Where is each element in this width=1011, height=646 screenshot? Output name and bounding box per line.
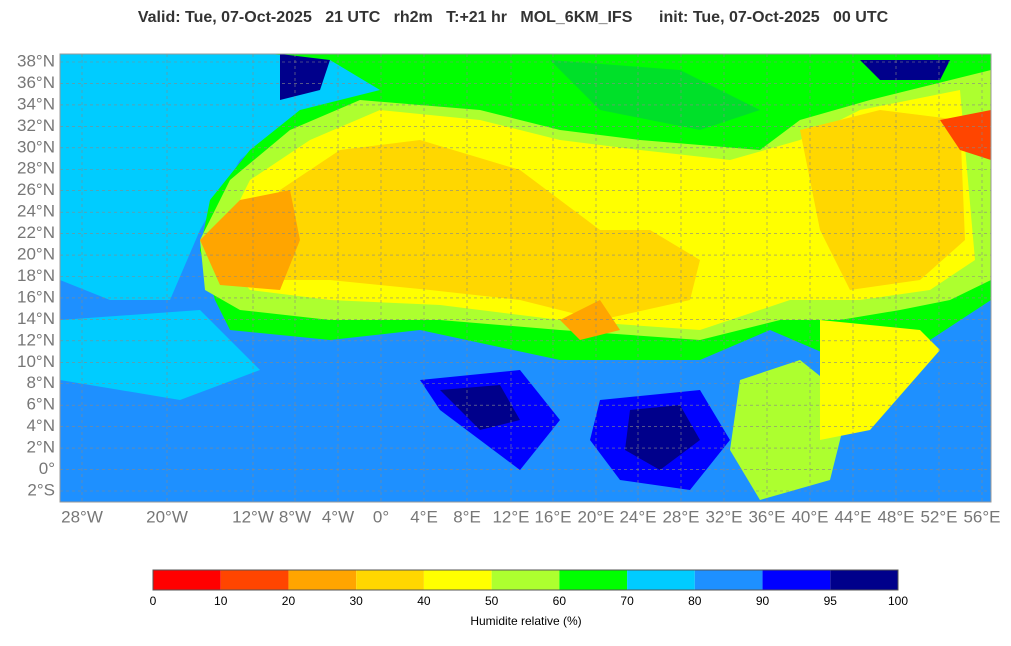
lon-label: 12°E (492, 507, 529, 526)
lat-label: 18°N (17, 266, 55, 285)
lat-label: 8°N (26, 373, 55, 392)
colorbar-tick-label: 60 (553, 594, 567, 608)
lat-label: 14°N (17, 309, 55, 328)
lat-label: 30°N (17, 137, 55, 156)
colorbar-label: Humidite relative (%) (470, 614, 581, 628)
colorbar-tick-label: 90 (756, 594, 770, 608)
lat-label: 36°N (17, 73, 55, 92)
colorbar-tick-label: 95 (824, 594, 838, 608)
lat-label: 20°N (17, 245, 55, 264)
colorbar-segment (694, 570, 763, 590)
lon-label: 48°E (877, 507, 914, 526)
colorbar-segment (830, 570, 898, 590)
colorbar-segment (559, 570, 628, 590)
colorbar-tick-label: 20 (282, 594, 296, 608)
colorbar-segment (220, 570, 289, 590)
lon-label: 24°E (619, 507, 656, 526)
colorbar-segment (491, 570, 560, 590)
lat-label: 16°N (17, 287, 55, 306)
map-frame (59, 53, 992, 503)
lon-label: 8°E (453, 507, 481, 526)
lon-label: 52°E (920, 507, 957, 526)
colorbar-tick-label: 40 (417, 594, 431, 608)
colorbar-tick-label: 70 (620, 594, 634, 608)
colorbar-segment (423, 570, 492, 590)
lat-label: 6°N (26, 395, 55, 414)
lon-label: 32°E (705, 507, 742, 526)
colorbar-tick-label: 30 (350, 594, 364, 608)
colorbar-tick-label: 100 (888, 594, 908, 608)
lat-label: 34°N (17, 94, 55, 113)
lon-label: 8°W (279, 507, 311, 526)
colorbar-tick-label: 0 (150, 594, 157, 608)
lat-label: 38°N (17, 51, 55, 70)
lon-label: 4°W (322, 507, 354, 526)
lat-label: 28°N (17, 159, 55, 178)
lon-label: 56°E (963, 507, 1000, 526)
lat-label: 2°S (27, 480, 55, 499)
lon-label: 28°E (662, 507, 699, 526)
lat-label: 12°N (17, 330, 55, 349)
colorbar-tick-label: 10 (214, 594, 228, 608)
lon-label: 36°E (748, 507, 785, 526)
lon-label: 0° (373, 507, 389, 526)
lon-label: 28°W (61, 507, 103, 526)
lat-label: 24°N (17, 202, 55, 221)
lat-label: 22°N (17, 223, 55, 242)
colorbar-segment (356, 570, 424, 590)
colorbar-tick-label: 80 (688, 594, 702, 608)
lat-label: 2°N (26, 438, 55, 457)
lon-label: 12°W (232, 507, 274, 526)
lat-label: 10°N (17, 352, 55, 371)
lat-label: 0° (39, 459, 55, 478)
lon-label: 44°E (834, 507, 871, 526)
lon-label: 20°E (577, 507, 614, 526)
title: Valid: Tue, 07-Oct-2025 21 UTC rh2m T:+2… (138, 9, 889, 26)
colorbar-segment (627, 570, 695, 590)
grid (60, 54, 991, 502)
colorbar-segment (153, 570, 221, 590)
lat-label: 4°N (26, 416, 55, 435)
colorbar-segment (762, 570, 831, 590)
lat-label: 32°N (17, 116, 55, 135)
lon-label: 40°E (791, 507, 828, 526)
lon-label: 4°E (410, 507, 438, 526)
colorbar-frame (152, 569, 899, 591)
map (60, 54, 991, 502)
colorbar-tick-label: 50 (485, 594, 499, 608)
colorbar-segment (288, 570, 357, 590)
lon-label: 20°W (146, 507, 188, 526)
lon-label: 16°E (534, 507, 571, 526)
lat-label: 26°N (17, 180, 55, 199)
